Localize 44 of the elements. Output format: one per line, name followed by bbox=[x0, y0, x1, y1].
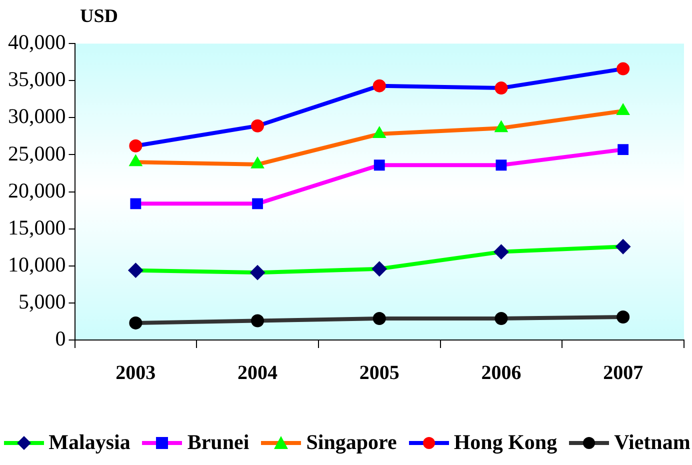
point bbox=[496, 160, 507, 171]
point bbox=[251, 119, 264, 132]
x-tick-label: 2006 bbox=[481, 362, 522, 384]
y-tick-label: 15,000 bbox=[8, 215, 66, 240]
point bbox=[494, 120, 508, 132]
point bbox=[494, 82, 508, 95]
y-tick-label: 10,000 bbox=[8, 252, 66, 276]
point bbox=[130, 198, 142, 210]
legend-label: Hong Kong bbox=[454, 430, 558, 455]
point bbox=[616, 104, 630, 116]
point bbox=[616, 62, 630, 76]
y-tick-label: 35,000 bbox=[8, 67, 66, 92]
point bbox=[374, 160, 385, 171]
point bbox=[252, 198, 263, 210]
point bbox=[618, 144, 629, 156]
x-tick-label: 2005 bbox=[359, 362, 400, 384]
point bbox=[251, 314, 264, 328]
y-axis-title: USD bbox=[80, 6, 118, 28]
legend-label: Singapore bbox=[306, 430, 397, 455]
point bbox=[372, 79, 386, 92]
legend-label: Brunei bbox=[187, 430, 250, 455]
legend-label: Vietnam bbox=[614, 430, 690, 455]
x-tick-label: 2003 bbox=[116, 362, 156, 384]
point bbox=[129, 154, 142, 166]
y-tick-label: 5,000 bbox=[18, 289, 66, 314]
y-tick-label: 40,000 bbox=[8, 30, 66, 54]
point bbox=[494, 244, 509, 260]
point bbox=[129, 139, 142, 152]
x-tick-label: 2007 bbox=[603, 362, 644, 384]
x-tick-label: 2004 bbox=[238, 362, 278, 384]
point bbox=[372, 126, 386, 138]
point bbox=[128, 262, 144, 278]
point bbox=[372, 261, 387, 276]
point bbox=[616, 310, 630, 324]
y-tick-label: 20,000 bbox=[8, 178, 66, 202]
point bbox=[129, 316, 142, 330]
point bbox=[494, 312, 508, 326]
point bbox=[250, 265, 266, 280]
y-tick-label: 25,000 bbox=[8, 141, 66, 166]
y-tick-label: 0 bbox=[55, 326, 66, 351]
point bbox=[616, 239, 631, 254]
point bbox=[372, 312, 386, 326]
y-tick-label: 30,000 bbox=[8, 104, 66, 128]
legend-label: Malaysia bbox=[48, 430, 130, 455]
